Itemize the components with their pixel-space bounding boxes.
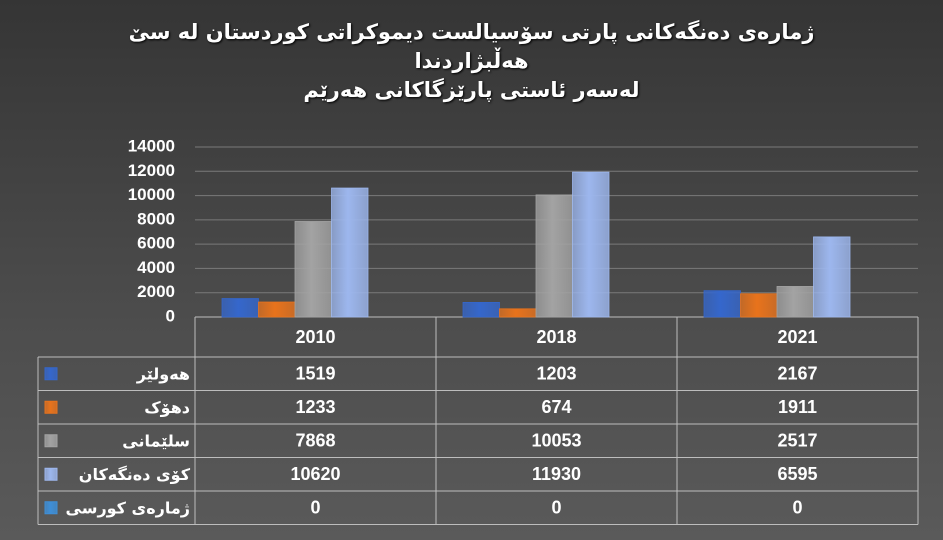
table-value: 2167 xyxy=(777,364,817,384)
chart-subtitle: لەسەر ئاستی پارێزگاکانی هەرێم xyxy=(303,78,640,102)
bar xyxy=(703,290,741,318)
legend-label: کۆی دەنگەکان xyxy=(79,465,191,484)
table-value: 0 xyxy=(310,498,320,518)
legend-key xyxy=(44,434,58,448)
y-tick-label: 12000 xyxy=(128,161,175,180)
y-tick-label: 6000 xyxy=(137,234,175,253)
titles: ژمارەی دەنگەکانی پارتی سۆسیالست دیموکرات… xyxy=(90,18,853,105)
bar xyxy=(740,293,778,318)
legend-label: دهۆک xyxy=(144,398,190,417)
bar xyxy=(331,187,369,318)
table-value: 0 xyxy=(792,498,802,518)
table-value: 6595 xyxy=(777,464,817,484)
bar xyxy=(776,286,814,318)
y-tick-label: 4000 xyxy=(137,258,175,277)
legend-label: ژمارەی کورسی xyxy=(66,498,190,517)
y-tick-label: 8000 xyxy=(137,209,175,228)
legend-key xyxy=(44,501,58,515)
table-value: 1519 xyxy=(295,364,335,384)
legend-key xyxy=(44,467,58,481)
bar xyxy=(258,301,296,318)
bar xyxy=(294,221,332,318)
bar xyxy=(535,194,573,318)
table-value: 10053 xyxy=(531,431,581,451)
legend-label: سلێمانی xyxy=(122,431,190,450)
table-value: 1233 xyxy=(295,397,335,417)
table-value: 2517 xyxy=(777,431,817,451)
table-value: 10620 xyxy=(290,464,340,484)
chart-title: ژمارەی دەنگەکانی پارتی سۆسیالست دیموکرات… xyxy=(128,20,815,73)
y-tick-label: 2000 xyxy=(137,282,175,301)
legend-key xyxy=(44,367,58,381)
y-tick-label: 10000 xyxy=(128,185,175,204)
table-value: 7868 xyxy=(295,431,335,451)
x-tick-label: 2021 xyxy=(777,327,817,347)
legend-label: هەولێر xyxy=(136,364,190,383)
y-tick-label: 14000 xyxy=(128,136,175,155)
table-value: 11930 xyxy=(532,464,581,484)
y-tick-label: 0 xyxy=(166,306,175,325)
bar xyxy=(572,171,610,318)
bar xyxy=(499,308,537,318)
table-value: 674 xyxy=(541,397,571,417)
x-tick-label: 2018 xyxy=(536,327,576,347)
table-value: 1911 xyxy=(778,397,817,417)
bar xyxy=(221,298,259,318)
bar xyxy=(813,236,851,318)
table-value: 1203 xyxy=(536,364,576,384)
x-tick-label: 2010 xyxy=(295,327,335,347)
legend-key xyxy=(44,400,58,414)
table-value: 0 xyxy=(551,498,561,518)
bar xyxy=(462,301,500,318)
